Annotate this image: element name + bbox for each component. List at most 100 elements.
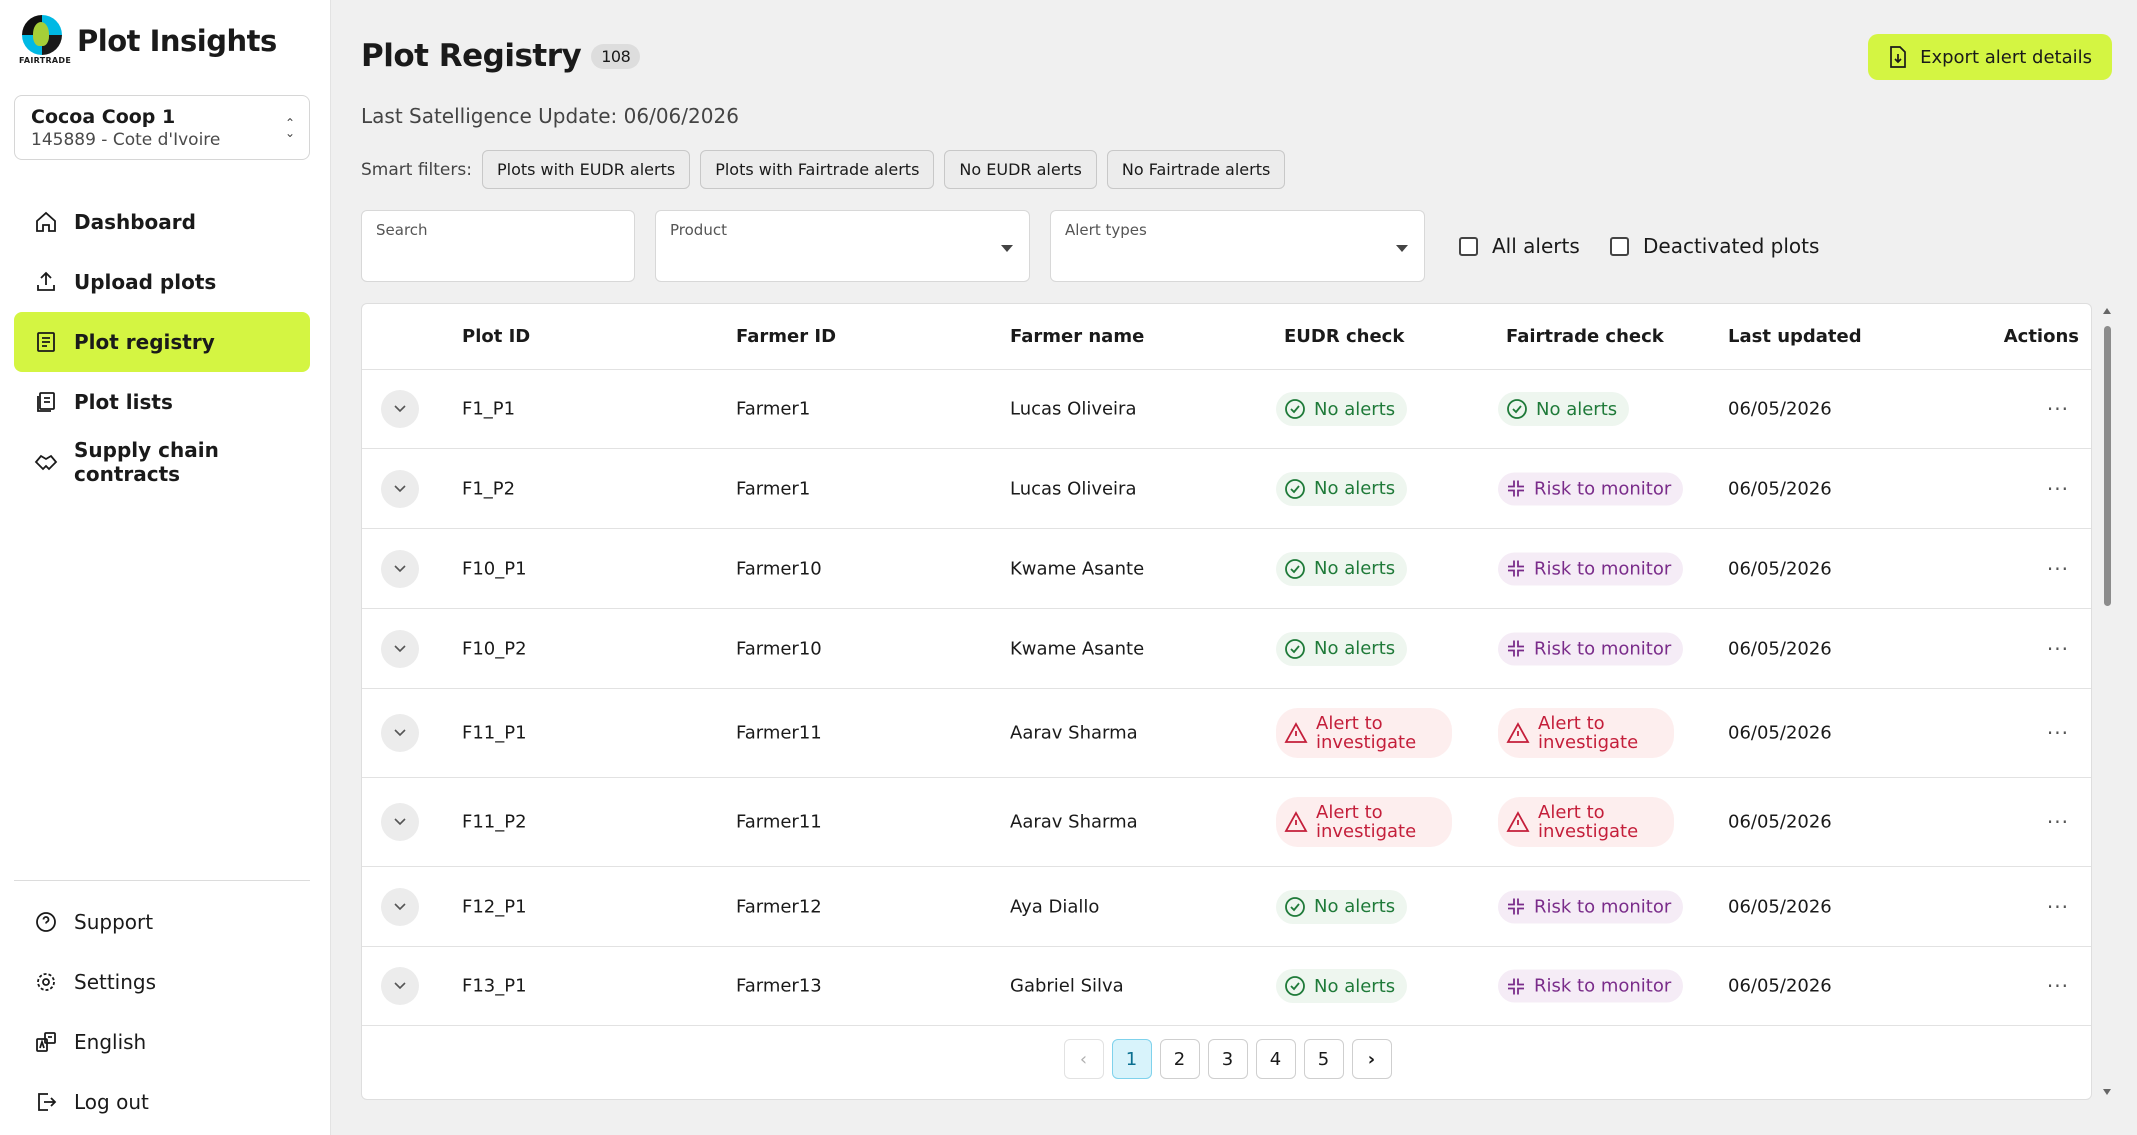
expand-row-button[interactable] [381, 803, 419, 841]
col-plot-id[interactable]: Plot ID [462, 326, 531, 347]
home-icon [34, 210, 58, 234]
plot-table: Plot ID Farmer ID Farmer name EUDR check… [361, 303, 2092, 1100]
page-2-button[interactable]: 2 [1159, 1039, 1200, 1079]
product-select[interactable]: Product [655, 210, 1030, 282]
fairtrade-status-cell: Risk to monitor [1498, 552, 1684, 585]
nav-support[interactable]: Support [14, 892, 310, 952]
chevron-down-icon [394, 902, 406, 910]
deactivated-plots-checkbox[interactable]: Deactivated plots [1610, 234, 1819, 258]
eudr-status-badge: No alerts [1276, 392, 1408, 426]
farmer-id-cell: Farmer13 [736, 975, 822, 997]
expand-row-button[interactable] [381, 549, 419, 588]
checkbox-box[interactable] [1610, 236, 1629, 256]
scroll-thumb[interactable] [2104, 326, 2111, 606]
checkbox-box[interactable] [1459, 236, 1478, 256]
nav-dashboard[interactable]: Dashboard [14, 192, 310, 252]
nav-upload-plots[interactable]: Upload plots [14, 252, 310, 312]
nav-logout-label: Log out [74, 1090, 149, 1114]
col-fairtrade-check[interactable]: Fairtrade check [1506, 326, 1664, 347]
row-actions-menu[interactable]: ··· [2046, 721, 2069, 745]
col-farmer-id[interactable]: Farmer ID [736, 326, 837, 347]
chip-no-fairtrade-alerts[interactable]: No Fairtrade alerts [1106, 150, 1286, 189]
page-4-button[interactable]: 4 [1255, 1039, 1296, 1079]
product-label: Product [670, 221, 727, 239]
status-text: No alerts [1314, 638, 1396, 659]
table-row[interactable]: F12_P1 Farmer12 Aya Diallo No alerts Risk to… [362, 867, 2091, 947]
expand-row-button[interactable] [381, 390, 419, 428]
table-row[interactable]: F10_P1 Farmer10 Kwame Asante No alerts Risk … [362, 529, 2091, 609]
check-circle-icon [1285, 896, 1305, 917]
chip-no-eudr-alerts[interactable]: No EUDR alerts [944, 150, 1097, 189]
row-actions-menu[interactable]: ··· [2046, 397, 2069, 421]
warning-triangle-icon [1506, 811, 1530, 832]
table-scrollbar[interactable] [2103, 306, 2111, 1097]
expand-row-button[interactable] [381, 714, 419, 752]
chip-fairtrade-alerts[interactable]: Plots with Fairtrade alerts [700, 150, 935, 189]
all-alerts-label: All alerts [1492, 234, 1580, 258]
export-alert-details-button[interactable]: Export alert details [1868, 34, 2112, 80]
fairtrade-status-cell: Risk to monitor [1498, 890, 1684, 923]
page-title: Plot Registry 108 [361, 38, 641, 74]
row-actions-menu[interactable]: ··· [2046, 974, 2069, 998]
page-3-button[interactable]: 3 [1207, 1039, 1248, 1079]
chip-eudr-alerts[interactable]: Plots with EUDR alerts [481, 150, 691, 189]
check-circle-icon [1285, 399, 1305, 419]
eudr-status-cell: No alerts [1276, 392, 1408, 426]
table-row[interactable]: F1_P1 Farmer1 Lucas Oliveira No alerts No al… [362, 370, 2091, 449]
farmer-name-cell: Aarav Sharma [1010, 722, 1138, 744]
count-badge: 108 [591, 43, 641, 69]
row-actions-menu[interactable]: ··· [2046, 894, 2069, 919]
farmer-id-cell: Farmer1 [736, 398, 811, 420]
all-alerts-checkbox[interactable]: All alerts [1459, 234, 1580, 258]
prev-page-button[interactable]: ‹ [1063, 1039, 1104, 1079]
fairtrade-status-badge: Risk to monitor [1498, 890, 1684, 923]
status-text: No alerts [1314, 896, 1396, 917]
search-input[interactable]: Search [361, 210, 635, 282]
table-row[interactable]: F1_P2 Farmer1 Lucas Oliveira No alerts Risk … [362, 449, 2091, 529]
expand-row-button[interactable] [381, 967, 419, 1005]
alert-types-select[interactable]: Alert types [1050, 210, 1425, 282]
coop-selector[interactable]: Cocoa Coop 1 145889 - Cote d'Ivoire ⌃ ⌄ [14, 95, 310, 160]
caret-down-icon [1001, 245, 1013, 252]
nav-supply-chain-contracts[interactable]: Supply chain contracts [14, 432, 310, 492]
nav-logout[interactable]: Log out [14, 1072, 310, 1132]
col-farmer-name[interactable]: Farmer name [1010, 326, 1145, 347]
next-page-button[interactable]: › [1351, 1039, 1392, 1079]
page-1-button[interactable]: 1 [1111, 1039, 1152, 1079]
row-actions-menu[interactable]: ··· [2046, 636, 2069, 661]
chevron-down-icon [394, 982, 406, 990]
row-actions-menu[interactable]: ··· [2046, 556, 2069, 581]
app-title: Plot Insights [77, 24, 277, 58]
nav-plot-registry[interactable]: Plot registry [14, 312, 310, 372]
expand-row-button[interactable] [381, 887, 419, 926]
table-row[interactable]: F11_P1 Farmer11 Aarav Sharma Alert to inves… [362, 689, 2091, 778]
table-row[interactable]: F13_P1 Farmer13 Gabriel Silva No alerts Risk… [362, 947, 2091, 1026]
farmer-id-cell: Farmer1 [736, 478, 811, 499]
chevron-down-icon [394, 484, 406, 492]
warning-triangle-icon [1506, 722, 1530, 743]
nav-language[interactable]: English [14, 1012, 310, 1072]
fairtrade-status-cell: Risk to monitor [1498, 632, 1684, 665]
row-actions-menu[interactable]: ··· [2046, 476, 2069, 501]
col-eudr-check[interactable]: EUDR check [1284, 326, 1405, 347]
col-last-updated[interactable]: Last updated [1728, 326, 1862, 347]
brand[interactable]: FAIRTRADE Plot Insights [19, 15, 277, 67]
nav-settings[interactable]: Settings [14, 952, 310, 1012]
scroll-up-arrow[interactable] [2103, 308, 2111, 314]
page-5-button[interactable]: 5 [1303, 1039, 1344, 1079]
farmer-id-cell: Farmer10 [736, 638, 822, 659]
table-row[interactable]: F11_P2 Farmer11 Aarav Sharma Alert to inves… [362, 778, 2091, 867]
table-row[interactable]: F10_P2 Farmer10 Kwame Asante No alerts Risk … [362, 609, 2091, 689]
expand-row-button[interactable] [381, 469, 419, 508]
last-updated-cell: 06/05/2026 [1728, 638, 1832, 659]
last-updated-cell: 06/05/2026 [1728, 722, 1832, 744]
row-actions-menu[interactable]: ··· [2046, 810, 2069, 834]
table-header: Plot ID Farmer ID Farmer name EUDR check… [362, 304, 2091, 370]
export-label: Export alert details [1920, 46, 2092, 68]
expand-row-button[interactable] [381, 629, 419, 668]
status-text: Risk to monitor [1534, 638, 1672, 659]
nav-plot-lists[interactable]: Plot lists [14, 372, 310, 432]
scroll-down-arrow[interactable] [2103, 1089, 2111, 1095]
sidebar-divider [14, 880, 310, 881]
check-circle-icon [1285, 976, 1305, 996]
